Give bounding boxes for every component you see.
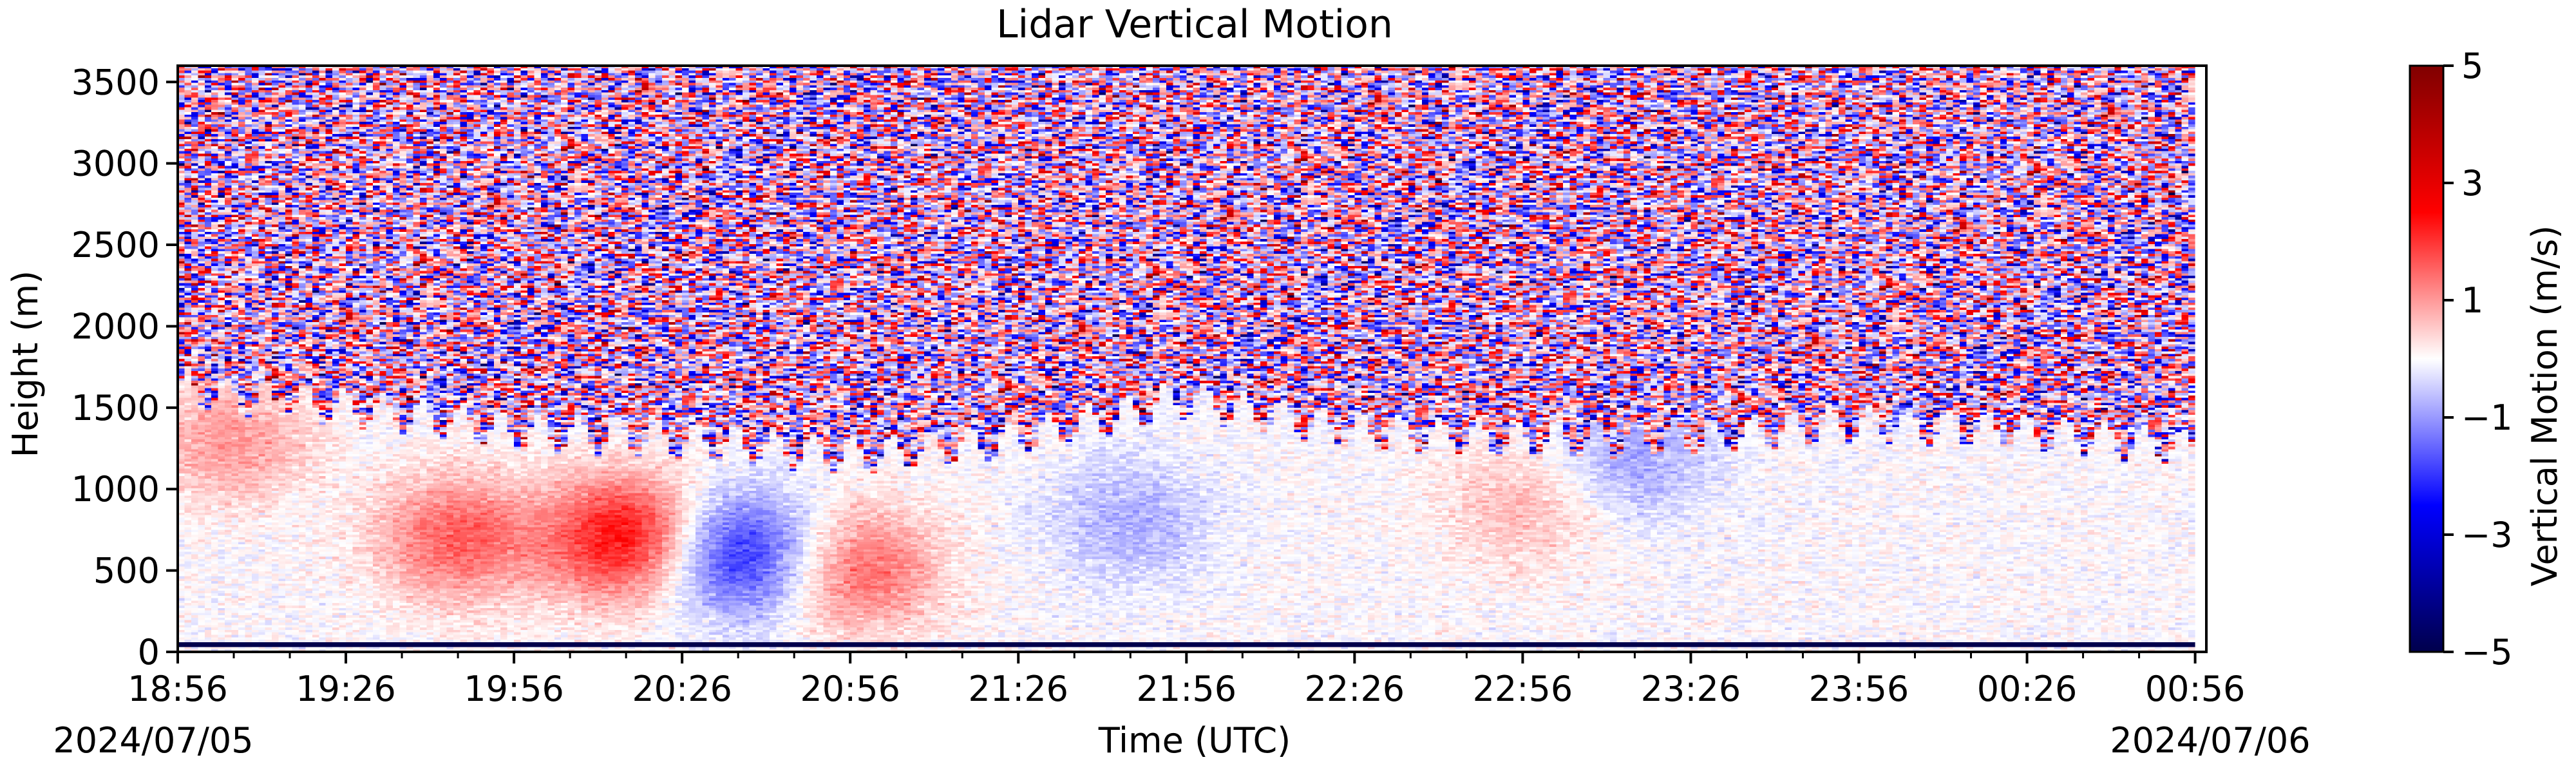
colorbar-tick-label: −3: [2461, 515, 2513, 555]
colorbar-label: Vertical Motion (m/s): [2524, 225, 2565, 587]
x-tick-label: 22:56: [1473, 669, 1573, 709]
x-tick-label: 23:56: [1809, 669, 1909, 709]
end-date-label: 2024/07/06: [2110, 720, 2310, 761]
x-tick-label: 23:26: [1641, 669, 1741, 709]
y-tick-label: 2000: [71, 306, 160, 347]
y-tick-label: 1000: [71, 469, 160, 510]
x-tick-label: 20:56: [800, 669, 900, 709]
plot-frame: [176, 64, 2208, 653]
y-tick-label: 500: [93, 551, 160, 591]
y-tick-label: 0: [138, 632, 160, 673]
x-tick-label: 18:56: [128, 669, 228, 709]
x-axis-label: Time (UTC): [1098, 720, 1291, 761]
colorbar-tick-label: 5: [2461, 46, 2483, 86]
colorbar-tick-label: 1: [2461, 280, 2483, 321]
y-axis: 0 500 1000 1500 2000 2500 3000 3500: [71, 62, 178, 673]
colorbar-tick-label: 3: [2461, 163, 2483, 204]
y-tick-label: 1500: [71, 388, 160, 428]
y-tick-label: 2500: [71, 225, 160, 265]
colorbar-tick-label: −5: [2461, 632, 2513, 673]
colorbar-tick-label: −1: [2461, 397, 2513, 438]
y-axis-label: Height (m): [5, 271, 46, 457]
x-tick-label: 21:56: [1136, 669, 1236, 709]
colorbar: 5 3 1 −1 −3 −5: [2409, 46, 2513, 673]
x-axis: 18:56 19:26 19:56 20:26 20:56 21:26 21:56 22:26…: [128, 652, 2245, 709]
plot-area: [176, 64, 2208, 653]
chart-title: Lidar Vertical Motion: [996, 2, 1393, 47]
x-tick-label: 21:26: [968, 669, 1068, 709]
start-date-label: 2024/07/05: [53, 720, 253, 761]
y-tick-label: 3500: [71, 62, 160, 102]
x-tick-label: 19:56: [464, 669, 564, 709]
y-tick-label: 3000: [71, 144, 160, 184]
colorbar-scale: [2409, 64, 2445, 653]
heatmap-cells: [178, 66, 2195, 652]
x-tick-label: 19:26: [296, 669, 396, 709]
x-tick-label: 00:26: [1977, 669, 2078, 709]
x-tick-label: 22:26: [1305, 669, 1405, 709]
x-tick-label: 00:56: [2145, 669, 2246, 709]
x-tick-label: 20:26: [632, 669, 732, 709]
